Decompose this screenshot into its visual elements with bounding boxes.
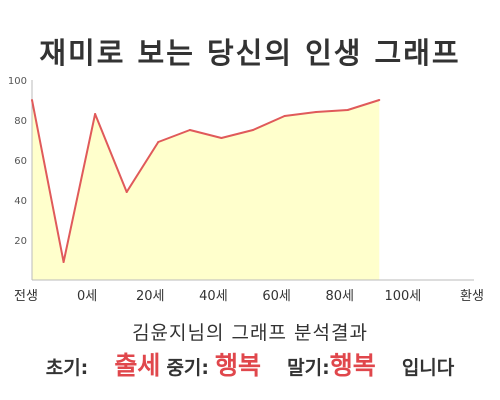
data-point — [62, 261, 65, 263]
y-tick-label: 20 — [14, 236, 27, 247]
early-stage-value: 출세 — [114, 351, 161, 380]
result-summary: 초기: 출세 중기: 행복 말기:행복 입니다 — [0, 346, 500, 382]
data-point — [315, 111, 318, 113]
data-point — [378, 99, 381, 101]
x-tick-label: 환생 — [460, 289, 484, 304]
data-point — [31, 99, 33, 101]
data-point — [220, 137, 223, 139]
y-tick-label: 100 — [8, 76, 27, 87]
data-point — [283, 115, 286, 117]
data-point — [94, 113, 97, 115]
x-tick-label: 60세 — [262, 289, 291, 304]
data-point — [346, 109, 349, 111]
middle-stage-label: 중기: — [166, 357, 209, 379]
chart-title: 재미로 보는 당신의 인생 그래프 — [39, 36, 461, 70]
x-tick-label: 100세 — [384, 289, 421, 304]
late-stage-value: 행복 — [329, 351, 376, 380]
x-tick-label: 40세 — [199, 289, 228, 304]
data-point — [125, 191, 128, 193]
area-fill — [32, 100, 380, 280]
y-tick-label: 60 — [14, 156, 27, 167]
data-point — [188, 129, 191, 131]
late-stage-label: 말기: — [287, 357, 330, 379]
early-stage-label: 초기: — [45, 357, 89, 379]
x-tick-label: 전생 — [14, 289, 38, 304]
data-point — [252, 129, 254, 131]
y-tick-label: 40 — [14, 196, 27, 207]
result-subtitle: 김윤지님의 그래프 분석결과 — [132, 322, 368, 344]
data-point — [157, 141, 160, 143]
x-tick-label: 80세 — [325, 289, 354, 304]
ending-text: 입니다 — [401, 357, 455, 379]
middle-stage-value: 행복 — [215, 351, 262, 380]
y-tick-label: 80 — [14, 116, 27, 127]
x-tick-label: 20세 — [136, 289, 165, 304]
x-tick-label: 0세 — [77, 289, 97, 304]
series-line — [31, 99, 380, 263]
